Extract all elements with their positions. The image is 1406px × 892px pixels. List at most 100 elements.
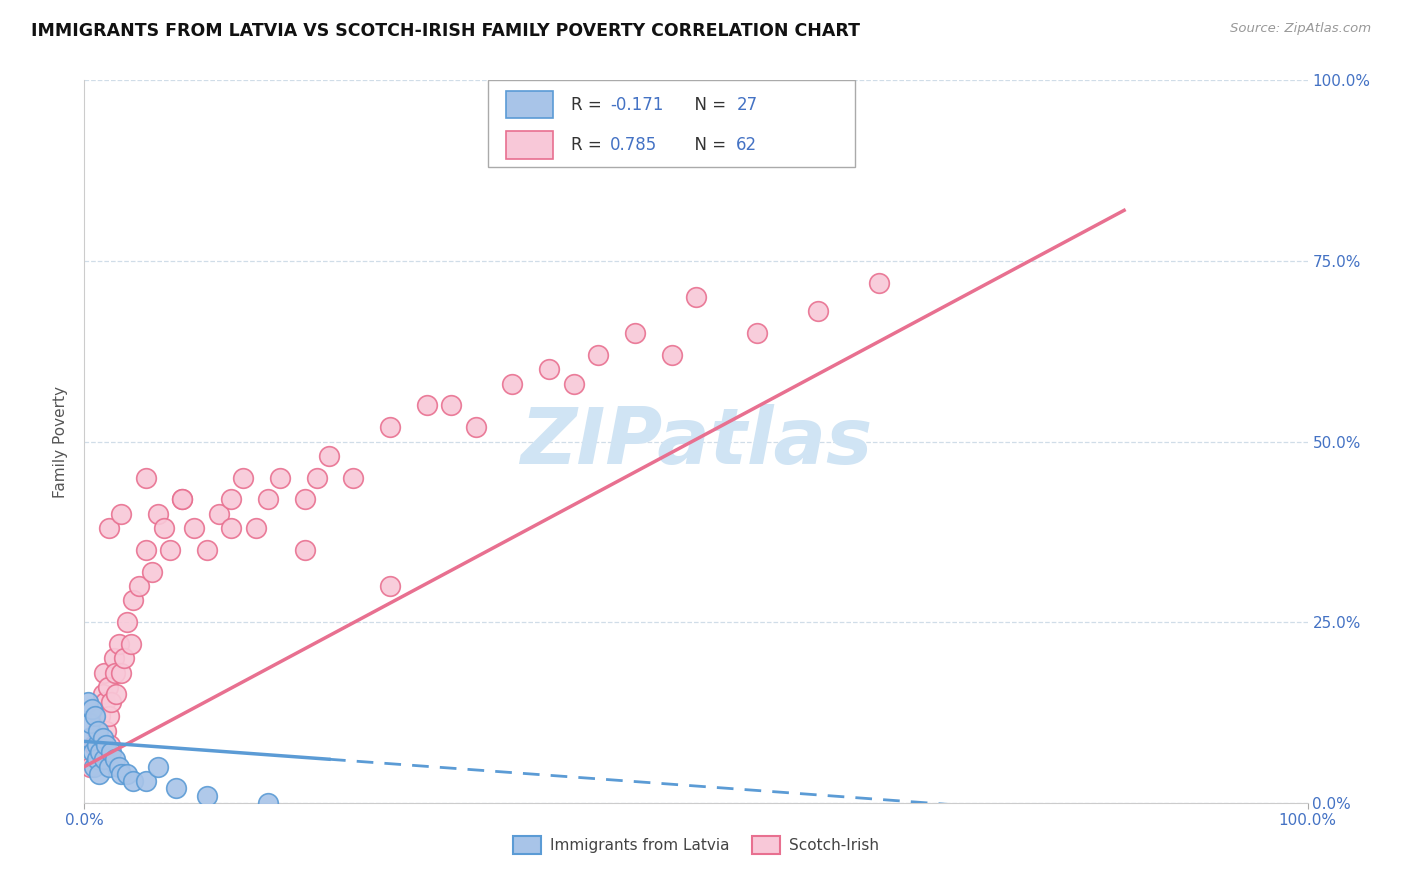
Point xyxy=(219,521,242,535)
Point xyxy=(86,723,108,738)
Point xyxy=(110,767,132,781)
Point xyxy=(219,492,242,507)
Point xyxy=(807,304,830,318)
Point xyxy=(94,695,117,709)
Point xyxy=(80,702,103,716)
FancyBboxPatch shape xyxy=(488,80,855,167)
Point xyxy=(128,579,150,593)
Point xyxy=(91,687,114,701)
Point xyxy=(305,471,328,485)
Text: -0.171: -0.171 xyxy=(610,95,664,113)
Point xyxy=(87,752,110,766)
Point xyxy=(869,276,891,290)
Point xyxy=(153,521,176,535)
Point xyxy=(685,290,707,304)
Text: 27: 27 xyxy=(737,95,758,113)
Point xyxy=(416,398,439,412)
Point xyxy=(122,593,145,607)
Point xyxy=(115,615,138,630)
Point xyxy=(380,579,402,593)
Point xyxy=(89,709,111,723)
Point xyxy=(464,420,486,434)
Legend: Immigrants from Latvia, Scotch-Irish: Immigrants from Latvia, Scotch-Irish xyxy=(508,830,884,860)
Text: 62: 62 xyxy=(737,136,758,154)
Point xyxy=(110,507,132,521)
Text: R =: R = xyxy=(571,95,607,113)
Point xyxy=(172,492,194,507)
Point xyxy=(77,731,100,745)
Point xyxy=(294,492,316,507)
FancyBboxPatch shape xyxy=(506,91,553,119)
Point xyxy=(122,774,145,789)
Point xyxy=(93,665,115,680)
Point xyxy=(110,665,132,680)
Point xyxy=(165,781,187,796)
Point xyxy=(172,492,194,507)
Point xyxy=(103,651,125,665)
Point xyxy=(104,752,127,766)
Point xyxy=(135,774,157,789)
Point xyxy=(115,767,138,781)
Point xyxy=(83,738,105,752)
Point xyxy=(97,709,120,723)
Point xyxy=(96,723,118,738)
Point xyxy=(135,542,157,557)
Text: N =: N = xyxy=(683,136,731,154)
Point xyxy=(208,507,231,521)
Point xyxy=(269,471,291,485)
Point xyxy=(83,760,105,774)
Point xyxy=(141,565,163,579)
Point xyxy=(89,745,111,759)
Point xyxy=(380,420,402,434)
Point xyxy=(100,745,122,759)
Point xyxy=(195,789,218,803)
Point xyxy=(502,376,524,391)
Point xyxy=(91,731,114,745)
Text: 0.785: 0.785 xyxy=(610,136,658,154)
Point xyxy=(562,376,585,391)
Point xyxy=(86,752,108,766)
Point xyxy=(104,665,127,680)
Point xyxy=(112,651,135,665)
Text: R =: R = xyxy=(571,136,607,154)
Point xyxy=(107,760,129,774)
Point xyxy=(747,326,769,341)
FancyBboxPatch shape xyxy=(506,131,553,159)
Point xyxy=(96,738,118,752)
Point xyxy=(79,716,101,731)
Point xyxy=(97,680,120,694)
Point xyxy=(107,637,129,651)
Point xyxy=(257,492,280,507)
Point xyxy=(82,745,104,759)
Point xyxy=(318,449,340,463)
Point xyxy=(245,521,267,535)
Point xyxy=(232,471,254,485)
Point xyxy=(440,398,463,412)
Point xyxy=(105,687,128,701)
Point xyxy=(79,760,101,774)
Point xyxy=(159,542,181,557)
Point xyxy=(97,760,120,774)
Point xyxy=(98,738,121,752)
Point xyxy=(100,695,122,709)
Point xyxy=(146,507,169,521)
Point xyxy=(538,362,561,376)
Point xyxy=(87,723,110,738)
Point xyxy=(84,709,107,723)
Point xyxy=(624,326,647,341)
Text: N =: N = xyxy=(683,95,731,113)
Point xyxy=(183,521,205,535)
Point xyxy=(257,796,280,810)
Point xyxy=(586,348,609,362)
Text: ZIPatlas: ZIPatlas xyxy=(520,403,872,480)
Point xyxy=(87,767,110,781)
Point xyxy=(93,752,115,766)
Point xyxy=(86,738,108,752)
Y-axis label: Family Poverty: Family Poverty xyxy=(53,385,69,498)
Point xyxy=(342,471,364,485)
Point xyxy=(146,760,169,774)
Point xyxy=(120,637,142,651)
Point xyxy=(661,348,683,362)
Point xyxy=(135,471,157,485)
Point xyxy=(294,542,316,557)
